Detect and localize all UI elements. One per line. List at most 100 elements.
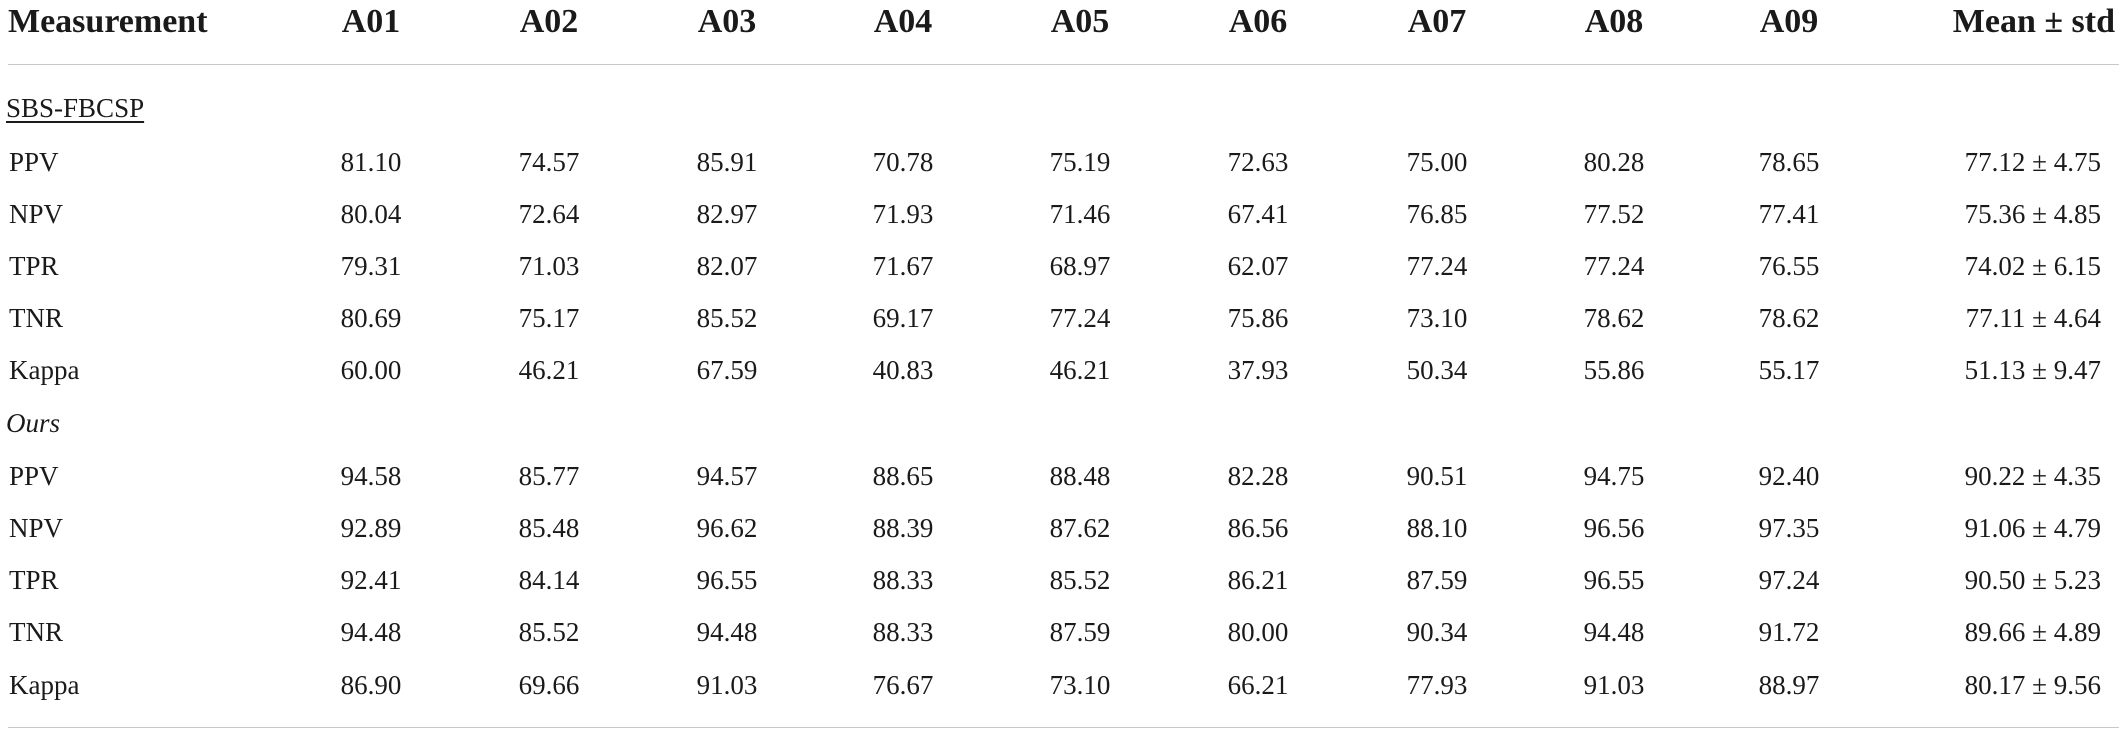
cell-a07: 90.51 bbox=[1406, 461, 1468, 491]
cell-a06: 66.21 bbox=[1227, 670, 1289, 700]
cell-a05: 71.46 bbox=[1049, 199, 1111, 229]
cell-a02: 74.57 bbox=[518, 147, 580, 177]
row-measure-label: PPV bbox=[9, 147, 59, 177]
cell-a06: 37.93 bbox=[1227, 355, 1289, 385]
cell-a03: 82.97 bbox=[696, 199, 758, 229]
cell-a09: 76.55 bbox=[1758, 251, 1820, 281]
cell-a08: 96.55 bbox=[1583, 565, 1645, 595]
cell-a03: 94.57 bbox=[696, 461, 758, 491]
cell-a07: 73.10 bbox=[1406, 303, 1468, 333]
cell-a05: 88.48 bbox=[1049, 461, 1111, 491]
cell-a05: 73.10 bbox=[1049, 670, 1111, 700]
cell-a08: 77.24 bbox=[1583, 251, 1645, 281]
cell-a05: 77.24 bbox=[1049, 303, 1111, 333]
cell-a02: 46.21 bbox=[518, 355, 580, 385]
cell-a01: 80.04 bbox=[340, 199, 402, 229]
cell-a02: 72.64 bbox=[518, 199, 580, 229]
section-label-sbs-fbcsp: SBS-FBCSP bbox=[6, 93, 145, 123]
header-a01: A01 bbox=[341, 3, 401, 40]
cell-a01: 94.58 bbox=[340, 461, 402, 491]
cell-a03: 96.62 bbox=[696, 513, 758, 543]
cell-a03: 82.07 bbox=[696, 251, 758, 281]
header-mean-std: Mean ± std bbox=[1952, 3, 2115, 40]
cell-a04: 88.39 bbox=[872, 513, 934, 543]
cell-a02: 85.52 bbox=[518, 617, 580, 647]
table-row: Kappa 86.90 69.66 91.03 76.67 73.10 66.2… bbox=[0, 665, 2121, 705]
cell-a08: 94.75 bbox=[1583, 461, 1645, 491]
cell-a06: 86.21 bbox=[1227, 565, 1289, 595]
row-measure-label: PPV bbox=[9, 461, 59, 491]
cell-a06: 62.07 bbox=[1227, 251, 1289, 281]
table-row: TNR 80.69 75.17 85.52 69.17 77.24 75.86 … bbox=[0, 298, 2121, 338]
cell-a04: 70.78 bbox=[872, 147, 934, 177]
cell-a06: 72.63 bbox=[1227, 147, 1289, 177]
cell-a07: 76.85 bbox=[1406, 199, 1468, 229]
cell-a01: 79.31 bbox=[340, 251, 402, 281]
cell-a04: 71.93 bbox=[872, 199, 934, 229]
header-a08: A08 bbox=[1584, 3, 1644, 40]
cell-mean-std: 75.36 ± 4.85 bbox=[1964, 199, 2101, 229]
cell-a04: 71.67 bbox=[872, 251, 934, 281]
cell-a01: 94.48 bbox=[340, 617, 402, 647]
cell-a03: 85.91 bbox=[696, 147, 758, 177]
cell-a02: 69.66 bbox=[518, 670, 580, 700]
cell-mean-std: 74.02 ± 6.15 bbox=[1964, 251, 2101, 281]
cell-a02: 84.14 bbox=[518, 565, 580, 595]
cell-mean-std: 89.66 ± 4.89 bbox=[1964, 617, 2101, 647]
cell-a04: 88.65 bbox=[872, 461, 934, 491]
cell-mean-std: 51.13 ± 9.47 bbox=[1964, 355, 2101, 385]
cell-a02: 85.77 bbox=[518, 461, 580, 491]
cell-a04: 40.83 bbox=[872, 355, 934, 385]
row-measure-label: Kappa bbox=[9, 670, 80, 700]
row-measure-label: TPR bbox=[9, 565, 59, 595]
table-row: NPV 80.04 72.64 82.97 71.93 71.46 67.41 … bbox=[0, 194, 2121, 234]
cell-a06: 86.56 bbox=[1227, 513, 1289, 543]
cell-a08: 96.56 bbox=[1583, 513, 1645, 543]
cell-a01: 81.10 bbox=[340, 147, 402, 177]
cell-a07: 77.24 bbox=[1406, 251, 1468, 281]
row-measure-label: TNR bbox=[9, 617, 63, 647]
header-measurement: Measurement bbox=[8, 3, 208, 40]
cell-a05: 87.62 bbox=[1049, 513, 1111, 543]
cell-mean-std: 90.22 ± 4.35 bbox=[1964, 461, 2101, 491]
cell-a08: 77.52 bbox=[1583, 199, 1645, 229]
cell-a09: 55.17 bbox=[1758, 355, 1820, 385]
cell-a04: 88.33 bbox=[872, 617, 934, 647]
cell-a03: 91.03 bbox=[696, 670, 758, 700]
cell-a08: 78.62 bbox=[1583, 303, 1645, 333]
cell-a08: 94.48 bbox=[1583, 617, 1645, 647]
table-row: PPV 94.58 85.77 94.57 88.65 88.48 82.28 … bbox=[0, 456, 2121, 496]
cell-a07: 50.34 bbox=[1406, 355, 1468, 385]
table-row: TPR 92.41 84.14 96.55 88.33 85.52 86.21 … bbox=[0, 560, 2121, 600]
header-a05: A05 bbox=[1050, 3, 1110, 40]
table-row: Kappa 60.00 46.21 67.59 40.83 46.21 37.9… bbox=[0, 350, 2121, 390]
cell-a03: 96.55 bbox=[696, 565, 758, 595]
cell-a06: 67.41 bbox=[1227, 199, 1289, 229]
cell-a07: 88.10 bbox=[1406, 513, 1468, 543]
cell-a09: 77.41 bbox=[1758, 199, 1820, 229]
cell-a08: 91.03 bbox=[1583, 670, 1645, 700]
cell-a07: 75.00 bbox=[1406, 147, 1468, 177]
header-a03: A03 bbox=[697, 3, 757, 40]
row-measure-label: TPR bbox=[9, 251, 59, 281]
cell-a05: 68.97 bbox=[1049, 251, 1111, 281]
header-a06: A06 bbox=[1228, 3, 1288, 40]
cell-a01: 92.41 bbox=[340, 565, 402, 595]
header-a09: A09 bbox=[1759, 3, 1819, 40]
cell-a09: 97.24 bbox=[1758, 565, 1820, 595]
cell-mean-std: 90.50 ± 5.23 bbox=[1964, 565, 2101, 595]
row-measure-label: TNR bbox=[9, 303, 63, 333]
cell-a05: 87.59 bbox=[1049, 617, 1111, 647]
cell-a09: 92.40 bbox=[1758, 461, 1820, 491]
cell-a05: 85.52 bbox=[1049, 565, 1111, 595]
cell-a06: 80.00 bbox=[1227, 617, 1289, 647]
cell-a02: 75.17 bbox=[518, 303, 580, 333]
cell-a06: 82.28 bbox=[1227, 461, 1289, 491]
cell-a09: 78.65 bbox=[1758, 147, 1820, 177]
cell-a07: 87.59 bbox=[1406, 565, 1468, 595]
cell-a03: 94.48 bbox=[696, 617, 758, 647]
row-measure-label: NPV bbox=[9, 513, 64, 543]
cell-a07: 90.34 bbox=[1406, 617, 1468, 647]
cell-a02: 85.48 bbox=[518, 513, 580, 543]
